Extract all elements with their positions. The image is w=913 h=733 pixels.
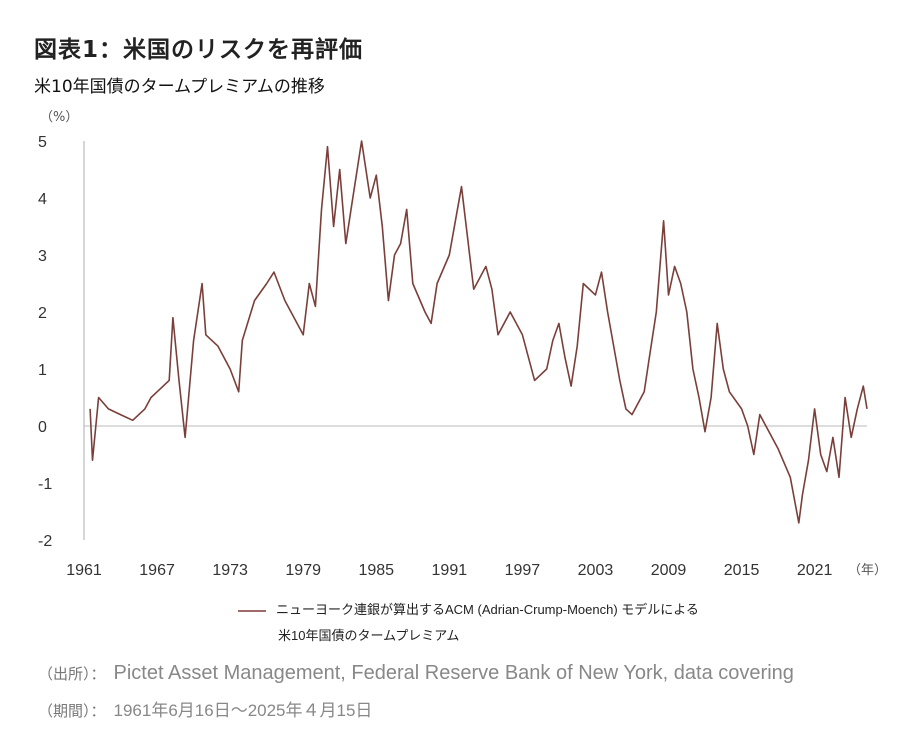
x-tick-label: 1991 bbox=[432, 562, 468, 579]
legend: ニューヨーク連銀が算出するACM (Adrian-Crump-Moench) モ… bbox=[238, 597, 699, 649]
x-tick-label: 2003 bbox=[578, 562, 614, 579]
x-tick-label: 1985 bbox=[358, 562, 394, 579]
legend-label-line2: 米10年国債のタームプレミアム bbox=[278, 628, 460, 643]
figure-title: 図表1：米国のリスクを再評価 bbox=[34, 37, 364, 63]
chart-subtitle: 米10年国債のタームプレミアムの推移 bbox=[34, 77, 325, 97]
y-tick-label: 5 bbox=[38, 134, 47, 151]
period-note: （期間）： 1961年6月16日～2025年４月15日 bbox=[38, 696, 372, 721]
legend-swatch bbox=[238, 609, 266, 612]
y-tick-label: 2 bbox=[38, 305, 47, 322]
period-text: 1961年6月16日～2025年４月15日 bbox=[113, 701, 373, 720]
x-tick-label: 1961 bbox=[66, 562, 102, 579]
y-tick-label: 1 bbox=[38, 362, 47, 379]
x-tick-label: 1979 bbox=[285, 562, 321, 579]
x-tick-label: 1967 bbox=[139, 562, 175, 579]
y-tick-label: -2 bbox=[38, 533, 52, 550]
source-label: （出所）： bbox=[38, 666, 106, 683]
y-tick-label: 0 bbox=[38, 419, 47, 436]
period-label: （期間）： bbox=[38, 703, 106, 720]
x-tick-label: 2015 bbox=[724, 562, 760, 579]
legend-label: ニューヨーク連銀が算出するACM (Adrian-Crump-Moench) モ… bbox=[276, 602, 699, 617]
y-tick-label: -1 bbox=[38, 476, 52, 493]
y-tick-label: 4 bbox=[38, 191, 47, 208]
line-chart: 5 4 3 2 1 0 -1 -2 （%） 1961 1967 1973 1979 1985 1991 199… bbox=[38, 110, 887, 579]
source-text: Pictet Asset Management, Federal Reserve… bbox=[113, 662, 794, 684]
x-tick-label: 2009 bbox=[651, 562, 687, 579]
x-tick-label: 1997 bbox=[505, 562, 541, 579]
x-tick-label: 2021 bbox=[797, 562, 833, 579]
x-tick-label: 1973 bbox=[212, 562, 248, 579]
source-note: （出所）： Pictet Asset Management, Federal Re… bbox=[38, 662, 794, 685]
y-axis-unit: （%） bbox=[40, 110, 78, 125]
x-axis-unit: （年） bbox=[848, 563, 887, 578]
y-tick-label: 3 bbox=[38, 248, 47, 265]
series-line-term-premium bbox=[89, 140, 868, 524]
